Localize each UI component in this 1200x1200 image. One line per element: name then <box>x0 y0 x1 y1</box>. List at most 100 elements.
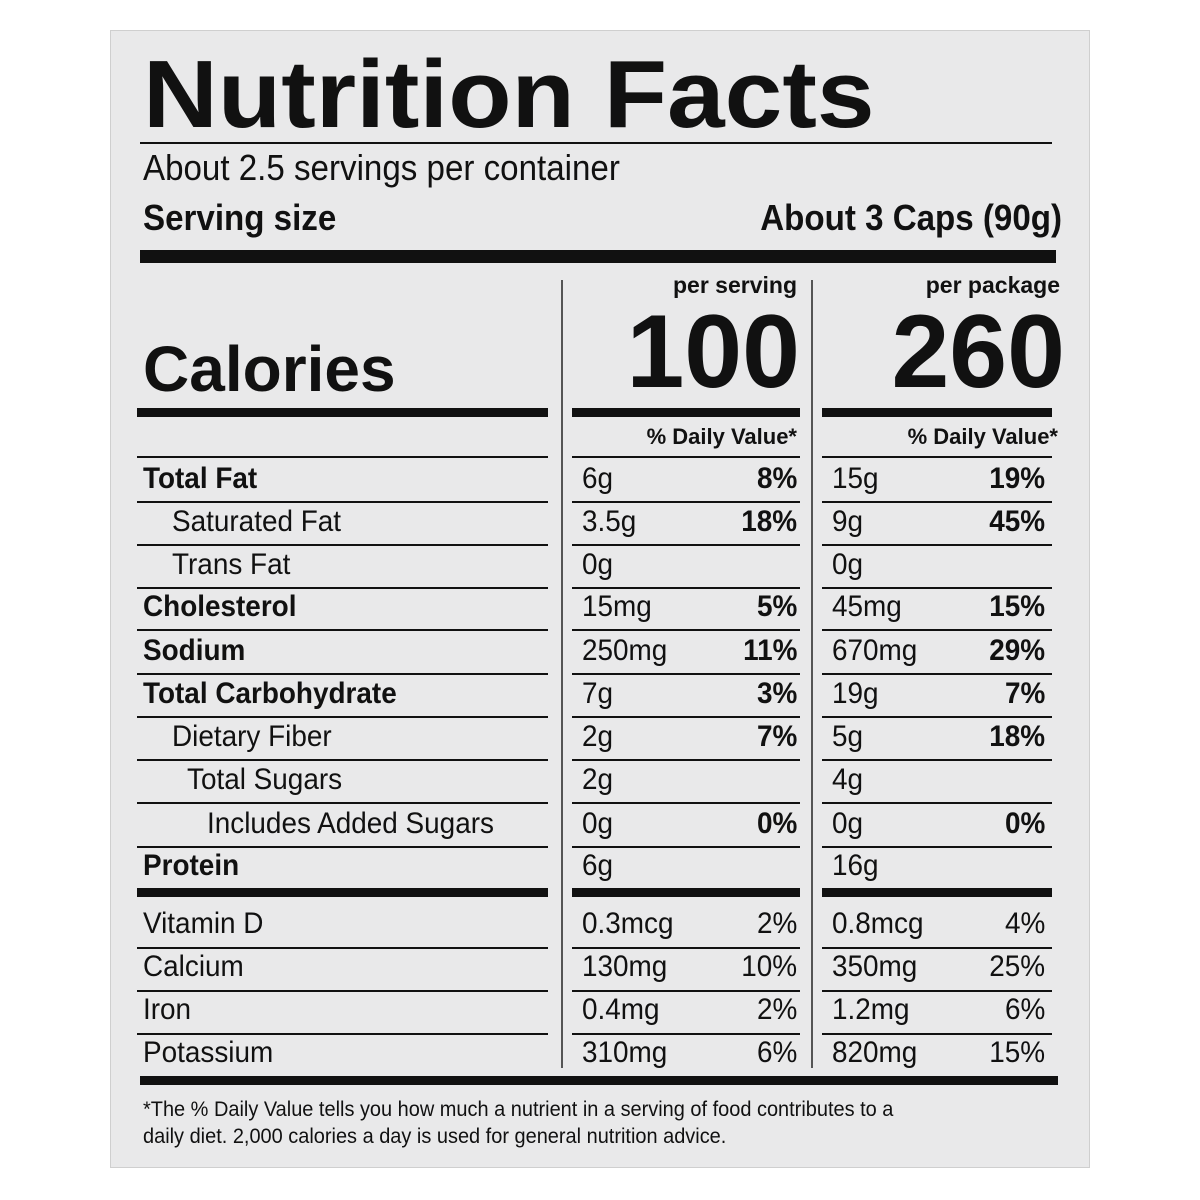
nutrient-name: Total Fat <box>143 461 258 495</box>
amount: 0.3mcg <box>582 906 674 940</box>
nutrient-name: Protein <box>143 848 240 882</box>
column-header: per serving <box>673 272 797 299</box>
daily-value: 3% <box>756 676 797 710</box>
amount: 130mg <box>582 949 668 983</box>
thick-rule <box>137 408 548 417</box>
amount: 6g <box>582 461 614 495</box>
nutrient-name: Vitamin D <box>143 906 264 940</box>
daily-value: 7% <box>1004 676 1045 710</box>
rule <box>137 990 548 992</box>
nutrient-name: Total Sugars <box>187 762 343 796</box>
daily-value: 5% <box>756 589 797 623</box>
rule <box>137 673 548 675</box>
rule <box>572 846 800 848</box>
amount: 3.5g <box>582 504 637 538</box>
rule <box>137 456 548 458</box>
thick-rule <box>572 888 800 897</box>
dv-header: % Daily Value* <box>907 423 1058 449</box>
thick-rule <box>137 888 548 897</box>
rule <box>572 673 800 675</box>
nutrient-name: Cholesterol <box>143 589 297 623</box>
nutrient-name: Calcium <box>143 949 244 983</box>
rule <box>822 629 1052 631</box>
amount: 16g <box>832 848 879 882</box>
calories-per-serving: 100 <box>626 293 800 410</box>
daily-value: 2% <box>756 906 797 940</box>
daily-value: 6% <box>1004 992 1045 1026</box>
nutrient-name: Iron <box>143 992 192 1026</box>
rule <box>572 716 800 718</box>
column-divider <box>811 280 813 1068</box>
rule <box>137 1033 548 1035</box>
rule <box>822 802 1052 804</box>
rule <box>137 802 548 804</box>
dv-header: % Daily Value* <box>646 423 797 449</box>
rule <box>572 1033 800 1035</box>
rule <box>822 1033 1052 1035</box>
rule <box>822 990 1052 992</box>
amount: 7g <box>582 676 614 710</box>
rule <box>572 544 800 546</box>
amount: 5g <box>832 719 864 753</box>
rule <box>572 501 800 503</box>
amount: 2g <box>582 762 614 796</box>
rule <box>822 759 1052 761</box>
amount: 2g <box>582 719 614 753</box>
amount: 4g <box>832 762 864 796</box>
servings-per-container: About 2.5 servings per container <box>143 147 620 189</box>
rule <box>137 544 548 546</box>
title: Nutrition Facts <box>143 41 875 149</box>
daily-value: 19% <box>989 461 1045 495</box>
rule <box>137 629 548 631</box>
daily-value: 29% <box>989 633 1045 667</box>
daily-value: 25% <box>989 949 1045 983</box>
rule <box>137 759 548 761</box>
daily-value: 15% <box>989 589 1045 623</box>
column-divider <box>561 280 563 1068</box>
daily-value: 2% <box>756 992 797 1026</box>
daily-value: 18% <box>989 719 1045 753</box>
amount: 0g <box>832 547 864 581</box>
rule <box>572 759 800 761</box>
rule <box>822 456 1052 458</box>
nutrient-name: Saturated Fat <box>172 504 342 538</box>
rule <box>572 456 800 458</box>
daily-value: 6% <box>756 1035 797 1069</box>
daily-value: 15% <box>989 1035 1045 1069</box>
amount: 670mg <box>832 633 918 667</box>
amount: 0.8mcg <box>832 906 924 940</box>
nutrient-name: Trans Fat <box>172 547 291 581</box>
calories-per-package: 260 <box>891 293 1065 410</box>
amount: 820mg <box>832 1035 918 1069</box>
serving-size-label: Serving size <box>143 197 337 239</box>
rule <box>822 716 1052 718</box>
daily-value: 7% <box>756 719 797 753</box>
rule <box>572 629 800 631</box>
rule <box>822 673 1052 675</box>
amount: 310mg <box>582 1035 668 1069</box>
rule <box>822 587 1052 589</box>
thick-rule <box>822 408 1052 417</box>
amount: 0.4mg <box>582 992 660 1026</box>
daily-value: 0% <box>756 806 797 840</box>
nutrient-name: Sodium <box>143 633 246 667</box>
amount: 1.2mg <box>832 992 910 1026</box>
amount: 250mg <box>582 633 668 667</box>
daily-value: 8% <box>756 461 797 495</box>
daily-value: 4% <box>1004 906 1045 940</box>
nutrient-name: Potassium <box>143 1035 274 1069</box>
nutrient-name: Dietary Fiber <box>172 719 332 753</box>
thick-rule <box>822 888 1052 897</box>
footnote: daily diet. 2,000 calories a day is used… <box>143 1125 727 1149</box>
amount: 9g <box>832 504 864 538</box>
nutrition-label <box>110 30 1090 1168</box>
amount: 6g <box>582 848 614 882</box>
amount: 45mg <box>832 589 902 623</box>
rule <box>140 142 1052 144</box>
daily-value: 10% <box>741 949 797 983</box>
nutrient-name: Total Carbohydrate <box>143 676 397 710</box>
rule <box>137 716 548 718</box>
serving-size-value: About 3 Caps (90g) <box>760 197 1062 239</box>
daily-value: 0% <box>1004 806 1045 840</box>
column-header: per package <box>925 272 1060 299</box>
